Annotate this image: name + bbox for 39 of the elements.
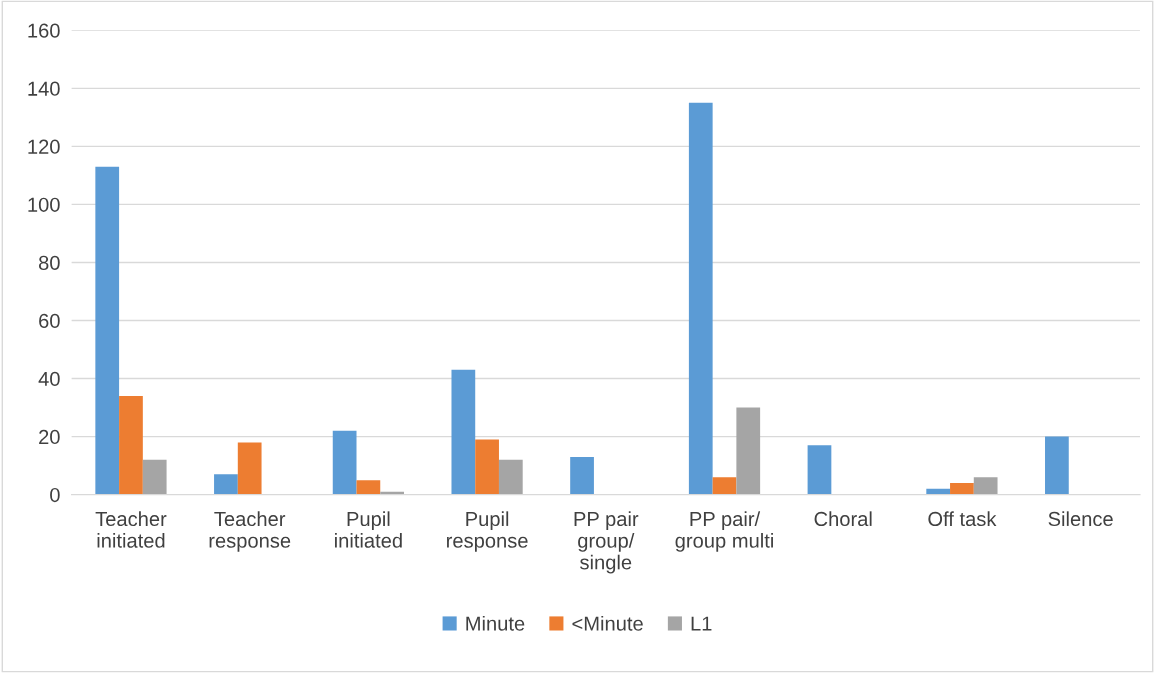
bar (1045, 436, 1069, 495)
bar (973, 477, 998, 495)
y-tick-label: 100 (28, 197, 60, 212)
bar (712, 477, 737, 495)
y-tick-label: 0 (50, 487, 60, 503)
bar (498, 459, 523, 495)
y-tick-label: 80 (38, 255, 60, 270)
legend-label: Minute (466, 615, 525, 631)
y-tick-label: 40 (38, 371, 60, 387)
bar (570, 456, 594, 495)
x-tick-label: PP pair group/ single (574, 511, 639, 574)
y-tick-label: 60 (39, 313, 60, 329)
bar (950, 483, 974, 495)
legend-label: L1 (691, 616, 712, 631)
x-tick-label: Teacher initiated (95, 511, 167, 548)
x-tick-label: Pupil initiated (335, 511, 402, 548)
y-tick-label: 140 (28, 81, 60, 96)
x-tick-label: Teacher response (209, 511, 291, 552)
bar (736, 407, 761, 495)
legend-label: <Minute (572, 615, 643, 631)
bar (142, 459, 167, 495)
bar (214, 474, 238, 495)
bar (95, 166, 120, 495)
bar (688, 102, 713, 495)
y-tick-label: 120 (28, 139, 60, 154)
x-tick-label: PP pair/ group multi (675, 511, 773, 552)
y-tick-label: 20 (39, 429, 60, 445)
x-tick-label: Silence (1048, 511, 1113, 527)
y-tick-label: 160 (28, 23, 60, 38)
bar (119, 395, 143, 495)
bar (332, 430, 357, 495)
bar (237, 442, 262, 495)
x-tick-label: Pupil response (447, 511, 528, 552)
bar (451, 369, 476, 495)
bar (807, 445, 832, 495)
x-tick-label: Choral (814, 511, 872, 527)
bar (475, 439, 499, 495)
x-tick-label: Off task (928, 511, 997, 527)
bar (356, 480, 381, 495)
